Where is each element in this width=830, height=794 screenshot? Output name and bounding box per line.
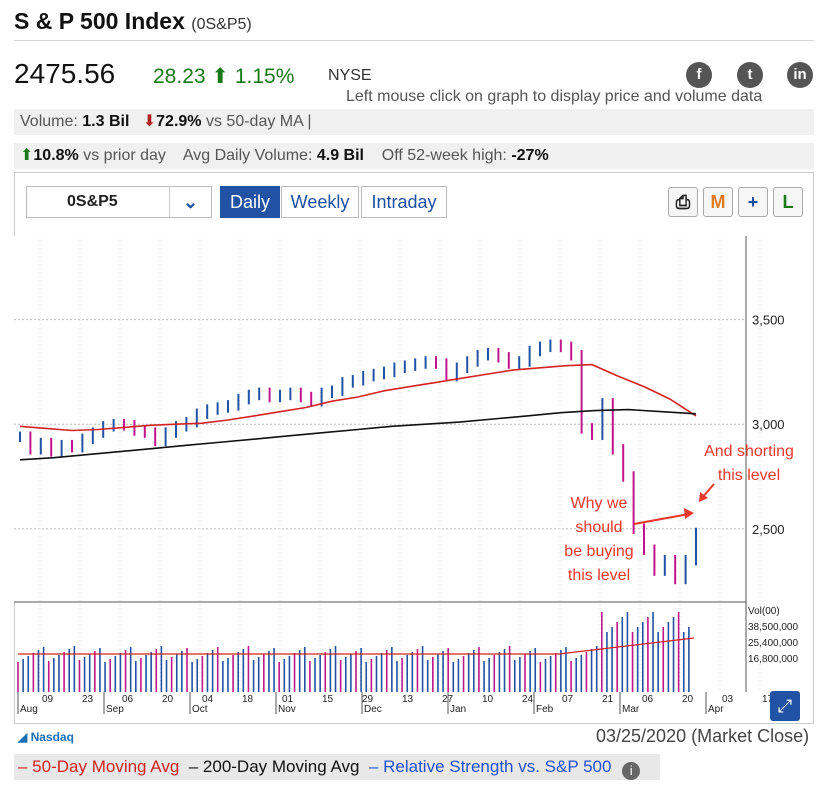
volume-ma-line	[18, 637, 695, 655]
info-icon[interactable]: i	[622, 762, 641, 780]
print-icon[interactable]: ⎙	[668, 187, 698, 217]
x-tick-label: 04	[202, 694, 214, 705]
month-label: Mar	[622, 704, 640, 715]
arrow-buy-head	[684, 508, 694, 519]
x-tick-label: 07	[562, 694, 574, 705]
x-tick-label: 20	[682, 694, 694, 705]
month-label: Nov	[278, 704, 296, 715]
x-tick-label: 15	[322, 694, 334, 705]
nasdaq-logo: ◢ Nasdaq	[18, 730, 74, 744]
twitter-icon[interactable]: t	[737, 62, 763, 88]
arrow-short-head	[699, 492, 708, 502]
page-title: S & P 500 Index (0S&P5)	[14, 8, 252, 34]
last-price: 2475.56	[14, 58, 116, 89]
y-tick-label: 3,500	[752, 313, 785, 328]
x-tick-label: 17	[762, 694, 774, 705]
volume-tick-label: 38,500,000	[748, 622, 798, 633]
x-tick-label: 20	[162, 694, 174, 705]
x-tick-label: 24	[522, 694, 534, 705]
volume-tick-label: 25,400,000	[748, 638, 798, 649]
arrow-buy	[633, 513, 690, 525]
x-tick-label: 21	[602, 694, 614, 705]
legend-ma200: – 200-Day Moving Avg	[188, 757, 360, 776]
month-label: Sep	[106, 704, 124, 715]
chart-icon[interactable]: M	[703, 187, 733, 217]
expand-glyph: ⤢	[778, 696, 793, 716]
price-chart[interactable]: 3,500 3,000 2,500 Vol(00) 38,500,000 25,400,0…	[14, 236, 814, 724]
legend-ma50: – 50-Day Moving Avg	[18, 757, 180, 776]
tab-daily[interactable]: Daily	[220, 186, 280, 218]
volume-tick-label: 16,800,000	[748, 654, 798, 665]
arrow-down-icon: ⬇	[142, 113, 157, 130]
lookup-button[interactable]: L	[773, 187, 803, 217]
volume-strip: Volume: 1.3 Bil ⬇72.9% vs 50-day MA |	[14, 109, 814, 135]
tab-weekly[interactable]: Weekly	[281, 186, 359, 218]
legend: – 50-Day Moving Avg – 200-Day Moving Avg…	[14, 754, 660, 780]
x-tick-label: 06	[642, 694, 654, 705]
chevron-down-icon[interactable]: ⌄	[169, 187, 211, 217]
symbol-select[interactable]: 0S&P5 ⌄	[26, 186, 212, 218]
month-label: Feb	[536, 704, 554, 715]
ma50-line	[19, 363, 697, 432]
month-label: Apr	[708, 704, 724, 715]
y-tick-label: 3,000	[752, 417, 785, 432]
divider	[14, 40, 814, 41]
x-tick-label: 23	[82, 694, 94, 705]
month-label: Dec	[364, 704, 382, 715]
facebook-icon[interactable]: f	[686, 62, 712, 88]
x-tick-label: 29	[362, 694, 374, 705]
annotation-short: And shorting this level	[704, 443, 794, 484]
x-tick-label: 10	[482, 694, 494, 705]
x-tick-label: 18	[242, 694, 254, 705]
price-change: 28.23 ⬆ 1.15%	[153, 65, 295, 88]
click-hint: Left mouse click on graph to display pri…	[346, 88, 763, 105]
annotation-buy: Why we should be buying this level	[564, 495, 633, 584]
stats-strip: ⬆10.8% vs prior day Avg Daily Volume: 4.…	[14, 143, 814, 169]
x-tick-label: 01	[282, 694, 294, 705]
arrow-up-icon: ⬆	[20, 147, 34, 164]
y-tick-label: 2,500	[752, 522, 785, 537]
month-label: Aug	[20, 704, 38, 715]
month-label: Jan	[450, 704, 466, 715]
tab-intraday[interactable]: Intraday	[361, 186, 447, 218]
legend-rs: – Relative Strength vs. S&P 500	[368, 757, 612, 776]
x-tick-label: 03	[722, 694, 734, 705]
as-of-date: 03/25/2020 (Market Close)	[596, 726, 810, 746]
volume-tick-label: Vol(00)	[748, 606, 780, 617]
add-icon[interactable]: +	[738, 187, 768, 217]
x-tick-label: 13	[402, 694, 414, 705]
month-label: Oct	[192, 704, 208, 715]
linkedin-icon[interactable]: in	[787, 62, 813, 88]
x-tick-label: 06	[122, 694, 134, 705]
plot-area	[14, 236, 746, 602]
expand-icon[interactable]	[770, 691, 800, 721]
ma200-line	[19, 408, 697, 461]
x-tick-label: 09	[42, 694, 54, 705]
exchange: NYSE	[328, 67, 372, 84]
